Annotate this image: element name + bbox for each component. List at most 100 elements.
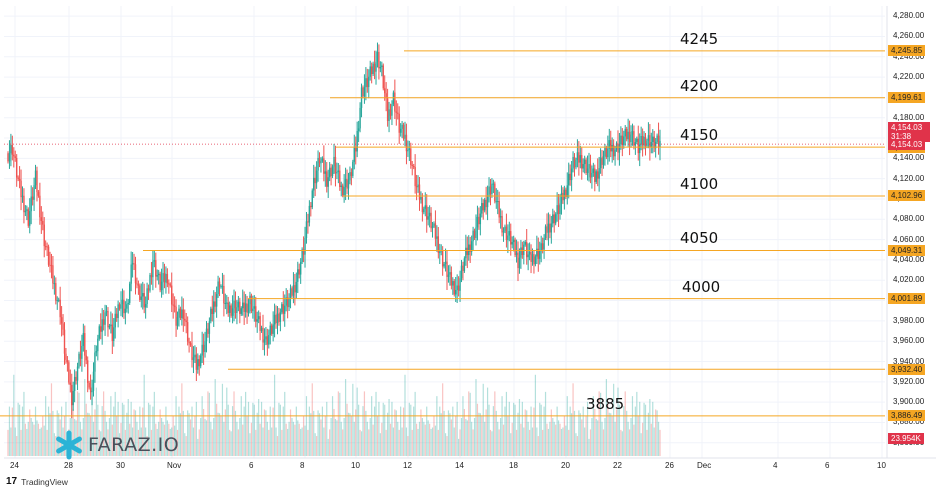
candle-body	[578, 152, 580, 163]
volume-bar	[194, 415, 196, 456]
volume-bar	[78, 392, 80, 456]
candle-body	[202, 344, 205, 352]
volume-bar	[121, 402, 124, 456]
volume-bar	[617, 387, 619, 456]
candle-body	[295, 281, 298, 293]
tradingview-brand[interactable]: 17 TradingView	[6, 476, 68, 487]
volume-bar	[185, 436, 187, 456]
candle-body	[476, 216, 479, 228]
volume-bar	[576, 436, 579, 456]
candle-body	[592, 168, 595, 173]
candle-body	[572, 156, 574, 169]
candle-body	[201, 344, 203, 356]
candle-body	[262, 327, 264, 343]
x-tick-label: 4	[773, 461, 778, 470]
candle-body	[108, 325, 111, 328]
volume-bar	[549, 421, 551, 456]
volume-bar	[300, 428, 302, 456]
faraz-logo: FARAZ.IO	[54, 430, 179, 460]
candle-body	[541, 243, 544, 250]
candle-body	[52, 265, 54, 284]
volume-bar	[181, 383, 183, 456]
candle-body	[625, 128, 628, 140]
volume-bar	[239, 418, 241, 456]
candle-body	[73, 376, 76, 392]
candle-body	[370, 66, 373, 75]
candle-body	[278, 313, 280, 322]
candle-body	[65, 353, 67, 360]
volume-bar	[650, 423, 652, 456]
candle-body	[230, 305, 232, 316]
candle-body	[66, 359, 69, 363]
candle-body	[343, 187, 345, 196]
volume-bar	[323, 427, 325, 456]
candle-body	[460, 265, 463, 279]
volume-bar	[310, 413, 312, 456]
volume-bar	[40, 427, 42, 456]
candle-body	[105, 310, 108, 313]
level-label: 4150	[680, 126, 719, 145]
candle-body	[479, 213, 482, 225]
volume-bar	[294, 424, 296, 456]
candle-body	[269, 325, 271, 336]
candle-body	[569, 173, 571, 181]
candle-body	[530, 251, 532, 262]
x-tick-label: 10	[877, 461, 886, 470]
volume-bar	[250, 422, 253, 456]
volume-bar	[458, 438, 460, 456]
volume-bar	[656, 410, 658, 456]
volume-bar	[594, 408, 596, 456]
candle-body	[514, 239, 516, 256]
candle-body	[301, 249, 303, 262]
candle-body	[318, 157, 321, 164]
volume-bar	[511, 422, 513, 456]
candle-body	[489, 186, 492, 195]
candle-body	[405, 134, 408, 152]
candle-body	[455, 289, 457, 295]
volume-bar	[33, 424, 35, 456]
candle-body	[60, 317, 63, 324]
candle-body	[401, 124, 403, 129]
candle-body	[247, 304, 250, 313]
volume-bar	[655, 409, 657, 456]
candle-body	[294, 285, 296, 293]
candle-body	[310, 205, 312, 208]
volume-bar	[317, 410, 319, 456]
y-tick-label: 3,980.00	[893, 315, 925, 325]
candle-body	[55, 283, 57, 301]
candle-body	[388, 109, 390, 121]
candle-body	[218, 281, 221, 287]
volume-bar	[247, 401, 250, 456]
candle-body	[427, 216, 429, 220]
y-tick-label: 4,140.00	[893, 153, 925, 163]
volume-bar	[32, 421, 34, 456]
volume-bar	[515, 429, 518, 456]
candle-body	[220, 286, 222, 288]
candle-layer	[7, 42, 661, 419]
candle-body	[37, 192, 40, 196]
volume-bar	[318, 413, 321, 456]
volume-bar	[218, 413, 221, 456]
candle-body	[575, 159, 577, 168]
volume-bar	[540, 404, 542, 456]
candle-body	[631, 131, 634, 135]
volume-bar	[513, 402, 515, 456]
volume-bar	[84, 379, 86, 456]
volume-bar	[103, 391, 105, 456]
candle-body	[470, 241, 473, 252]
logo-text: FARAZ.IO	[88, 434, 180, 456]
candle-body	[17, 177, 19, 180]
volume-bar	[366, 421, 368, 456]
volume-bar	[136, 421, 138, 456]
volume-bar	[126, 412, 128, 456]
volume-bar	[614, 421, 616, 456]
candle-body	[510, 231, 512, 245]
candle-body	[369, 66, 371, 77]
candle-body	[242, 302, 244, 309]
candle-body	[466, 247, 468, 256]
volume-bar	[297, 420, 299, 456]
candle-body	[189, 343, 192, 345]
candle-body	[91, 390, 93, 393]
volume-bar	[489, 429, 492, 456]
volume-bar	[100, 431, 102, 456]
